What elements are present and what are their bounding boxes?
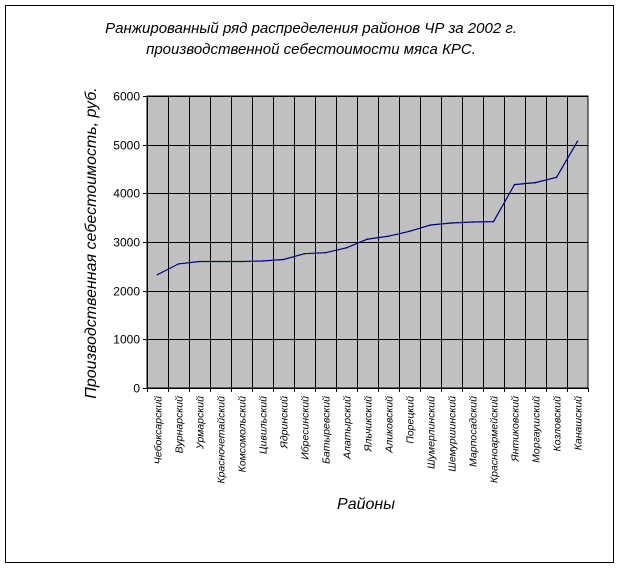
x-tick-label-15: Марпосадский — [468, 396, 480, 467]
data-point-20 — [576, 140, 579, 143]
data-point-12 — [408, 230, 411, 233]
x-tick-label-0: Чебоксарский — [153, 396, 165, 464]
data-point-2 — [198, 260, 201, 263]
x-tick-label-17: Янтиковский — [510, 396, 522, 463]
data-point-8 — [324, 251, 327, 254]
x-tick-label-16: Красноармейский — [489, 396, 501, 483]
x-tick-label-19: Козловский — [552, 396, 564, 452]
chart-title-line-2: производственной себестоимости мяса КРС. — [146, 41, 476, 58]
data-point-15 — [471, 221, 474, 223]
data-point-7 — [303, 252, 306, 255]
x-tick-label-2: Урмарский — [195, 396, 207, 450]
x-tick-label-4: Комсомольский — [237, 396, 249, 472]
x-tick-label-6: Ядринский — [279, 396, 291, 449]
data-point-0 — [156, 273, 159, 276]
x-tick-label-3: Красночетайский — [216, 396, 228, 484]
x-tick-label-12: Порецкий — [405, 396, 417, 444]
x-tick-label-10: Яльчикский — [363, 396, 375, 453]
data-point-14 — [450, 222, 453, 224]
data-point-4 — [240, 260, 243, 263]
y-tick-label-4000: 4000 — [113, 187, 140, 201]
data-point-9 — [345, 247, 348, 249]
x-axis-label: Районы — [337, 496, 395, 513]
y-tick-label-5000: 5000 — [113, 139, 140, 153]
x-tick-label-9: Алатырский — [342, 396, 354, 460]
data-point-1 — [177, 263, 180, 265]
data-point-19 — [555, 176, 558, 179]
data-point-13 — [429, 224, 432, 226]
data-point-17 — [513, 183, 516, 186]
data-point-5 — [261, 260, 264, 262]
data-point-11 — [387, 235, 390, 237]
y-tick-label-6000: 6000 — [113, 90, 140, 104]
x-tick-label-5: Цивильский — [258, 396, 270, 454]
x-tick-label-8: Батыревский — [321, 396, 333, 464]
y-tick-label-0: 0 — [133, 382, 140, 396]
chart-title-line-1: Ранжированный ряд распределения районов … — [105, 20, 517, 37]
y-tick-label-2000: 2000 — [113, 285, 140, 299]
y-tick-label-3000: 3000 — [113, 236, 140, 250]
x-tick-label-18: Моргаушский — [531, 396, 543, 463]
data-point-3 — [219, 260, 222, 263]
y-tick-label-1000: 1000 — [113, 333, 140, 347]
data-point-16 — [492, 220, 495, 223]
x-tick-label-14: Шемуршинский — [447, 396, 459, 472]
x-tick-label-13: Шумерлинский — [426, 396, 438, 469]
data-point-10 — [366, 238, 369, 240]
x-tick-label-11: Аликовский — [384, 396, 396, 454]
data-point-18 — [534, 181, 537, 184]
x-tick-label-7: Ибресинский — [300, 396, 312, 460]
x-tick-label-1: Вурнарский — [174, 396, 186, 453]
x-tick-label-20: Канашский — [573, 396, 585, 450]
data-point-6 — [282, 258, 285, 261]
